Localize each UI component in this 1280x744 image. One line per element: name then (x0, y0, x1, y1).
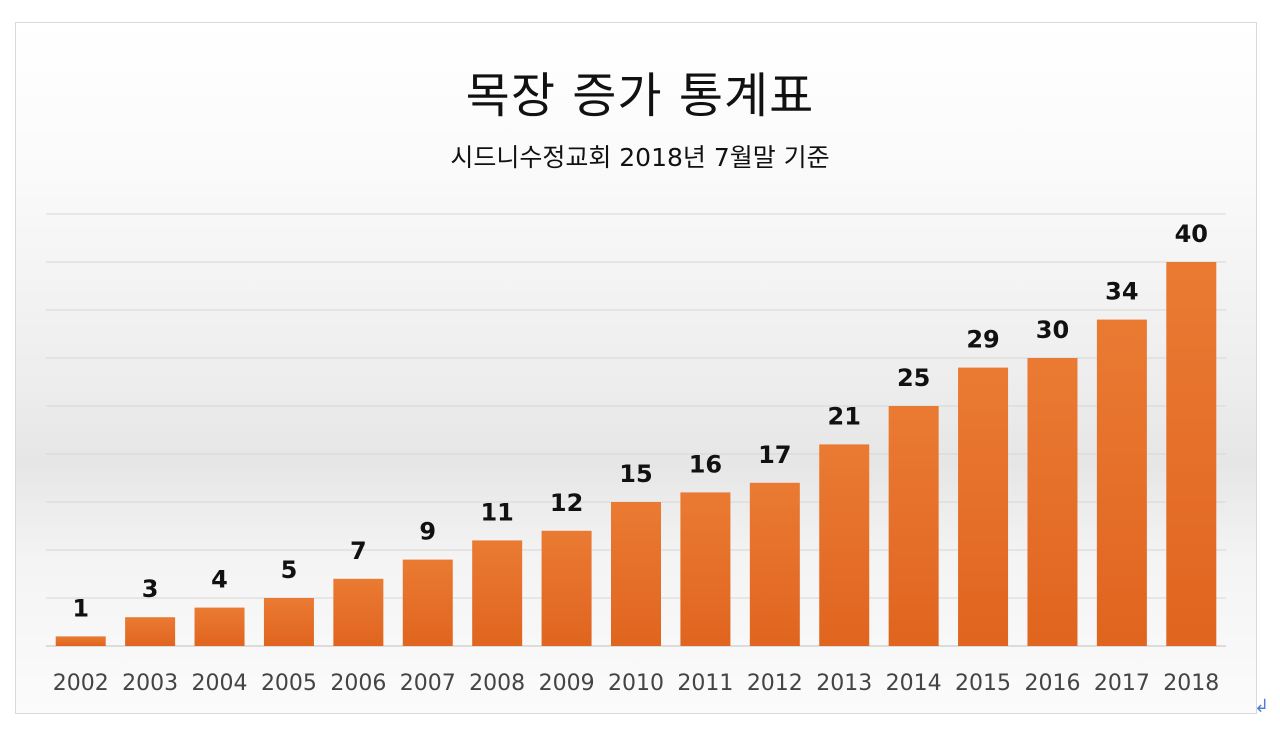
x-tick-label-2018: 2018 (1163, 671, 1219, 696)
data-label-2014: 25 (897, 364, 930, 392)
data-label-2002: 1 (72, 594, 89, 622)
bar-2004 (194, 607, 245, 646)
x-tick-label-2015: 2015 (955, 671, 1011, 696)
x-tick-label-2004: 2004 (192, 671, 248, 696)
bar-2013 (819, 444, 870, 646)
x-tick-label-2011: 2011 (677, 671, 733, 696)
bar-2016 (1027, 358, 1078, 646)
data-label-2004: 4 (211, 566, 228, 594)
x-tick-label-2009: 2009 (539, 671, 595, 696)
x-tick-label-2012: 2012 (747, 671, 803, 696)
data-label-2008: 11 (480, 498, 513, 526)
bar-2017 (1096, 319, 1147, 646)
chart-title: 목장 증가 통계표 (465, 68, 815, 124)
data-label-2016: 30 (1036, 316, 1069, 344)
bar-2010 (611, 502, 661, 646)
data-label-2003: 3 (142, 575, 159, 603)
bar-2008 (472, 540, 523, 646)
data-label-2009: 12 (550, 489, 583, 517)
x-tick-label-2006: 2006 (330, 671, 386, 696)
bar-2005 (263, 598, 314, 646)
bar-2012 (749, 482, 800, 646)
x-axis-tick-labels: 2002 2003 2004 2005 2006 2007 2008 2009 2010 2011… (53, 671, 1220, 696)
bar-2011 (680, 492, 731, 646)
x-tick-label-2005: 2005 (261, 671, 317, 696)
x-tick-label-2003: 2003 (122, 671, 178, 696)
data-label-2013: 21 (828, 402, 861, 430)
x-tick-label-2002: 2002 (53, 671, 109, 696)
x-tick-label-2008: 2008 (469, 671, 525, 696)
bar-2015 (958, 367, 1009, 646)
data-label-2015: 29 (966, 326, 999, 354)
bar-2009 (541, 530, 592, 646)
x-tick-label-2010: 2010 (608, 671, 664, 696)
x-tick-label-2007: 2007 (400, 671, 456, 696)
data-label-2006: 7 (350, 537, 367, 565)
data-label-2018: 40 (1175, 220, 1208, 248)
data-label-2011: 16 (689, 450, 722, 478)
data-label-2012: 17 (758, 441, 791, 469)
bar-2018 (1166, 262, 1217, 646)
bar-2007 (402, 559, 453, 646)
bars (55, 262, 1217, 646)
return-arrow-icon: ↲ (1254, 696, 1270, 717)
data-label-2010: 15 (619, 460, 652, 488)
x-tick-label-2017: 2017 (1094, 671, 1150, 696)
bar-2014 (888, 406, 939, 646)
x-tick-label-2016: 2016 (1024, 671, 1080, 696)
x-tick-label-2014: 2014 (886, 671, 942, 696)
data-label-2017: 34 (1105, 278, 1138, 306)
bar-2006 (333, 578, 384, 646)
data-label-2005: 5 (281, 556, 298, 584)
bar-2003 (125, 617, 176, 646)
data-label-2007: 9 (419, 518, 436, 546)
x-tick-label-2013: 2013 (816, 671, 872, 696)
chart-subtitle: 시드니수정교회 2018년 7월말 기준 (450, 143, 830, 172)
bar-2002 (55, 636, 106, 646)
